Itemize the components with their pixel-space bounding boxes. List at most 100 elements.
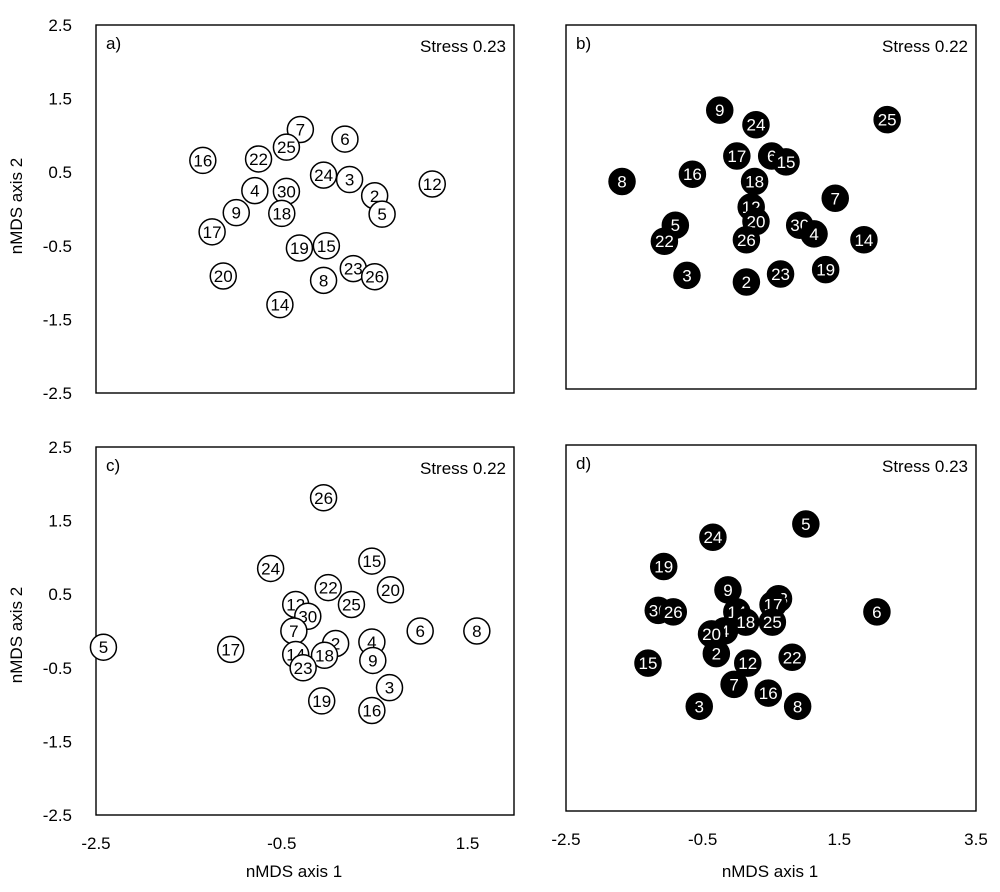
data-point-label: 15 xyxy=(317,237,336,256)
data-point xyxy=(792,510,820,538)
y-tick-label: 0.5 xyxy=(48,163,72,182)
data-point-label: 9 xyxy=(723,581,732,600)
y-tick-label: -1.5 xyxy=(43,310,72,329)
data-point xyxy=(307,687,336,715)
plot-frame xyxy=(95,24,515,394)
data-point-label: 8 xyxy=(319,271,328,290)
data-point xyxy=(800,220,828,248)
plot-frame xyxy=(95,446,515,816)
data-point-label: 9 xyxy=(232,204,241,223)
data-point-label: 16 xyxy=(193,151,212,170)
data-point-label: 7 xyxy=(729,675,738,694)
data-point-label: 5 xyxy=(671,216,680,235)
y-axis-label-bottom: nMDS axis 2 xyxy=(7,587,26,683)
data-point-label: 14 xyxy=(854,231,873,250)
stress-value: Stress 0.22 xyxy=(420,459,506,478)
y-tick-label: -0.5 xyxy=(43,237,72,256)
data-point xyxy=(742,110,770,139)
data-point-label: 26 xyxy=(664,603,683,622)
data-point-label: 4 xyxy=(250,182,259,201)
data-point xyxy=(368,200,396,228)
data-point xyxy=(358,547,386,575)
data-point-label: 2 xyxy=(370,187,379,206)
data-point-label: 15 xyxy=(777,153,796,172)
data-point xyxy=(222,198,251,227)
data-point-label: 25 xyxy=(878,111,897,130)
x-tick-label: -0.5 xyxy=(688,830,717,849)
y-tick-label: 2.5 xyxy=(48,438,72,457)
y-tick-label: -0.5 xyxy=(43,659,72,678)
data-point xyxy=(360,262,389,291)
panel-label: b) xyxy=(576,34,591,53)
data-point-label: 6 xyxy=(415,622,424,641)
panel-label: a) xyxy=(106,34,121,53)
data-point-label: 25 xyxy=(342,596,361,615)
data-point-label: 18 xyxy=(272,204,291,223)
data-point-label: 15 xyxy=(362,552,381,571)
data-point-label: 24 xyxy=(747,116,766,135)
data-point-label: 17 xyxy=(727,147,746,166)
data-point-label: 16 xyxy=(683,165,702,184)
data-point-label: 6 xyxy=(872,603,881,622)
data-point-label: 3 xyxy=(345,171,354,190)
data-point xyxy=(732,268,761,296)
y-tick-label: -1.5 xyxy=(43,732,72,751)
data-point xyxy=(314,573,342,602)
data-point-label: 22 xyxy=(655,232,674,251)
data-point-label: 16 xyxy=(759,684,778,703)
data-point xyxy=(289,654,317,682)
data-point-label: 23 xyxy=(344,260,363,279)
data-point-label: 25 xyxy=(277,138,296,157)
data-point xyxy=(189,146,217,175)
data-point-label: 9 xyxy=(715,101,724,120)
data-point-label: 4 xyxy=(367,633,376,652)
x-axis-label-left: nMDS axis 1 xyxy=(246,862,342,881)
data-point xyxy=(309,266,338,295)
data-point xyxy=(418,170,447,198)
data-point xyxy=(685,692,713,721)
data-point-label: 12 xyxy=(423,175,442,194)
data-point-label: 4 xyxy=(809,225,818,244)
data-point xyxy=(720,670,748,699)
y-axis-label-top: nMDS axis 2 xyxy=(7,158,26,254)
data-point-label: 14 xyxy=(270,296,289,315)
y-tick-label: 1.5 xyxy=(48,512,72,531)
data-point xyxy=(89,633,118,661)
stress-value: Stress 0.22 xyxy=(882,37,968,56)
data-point-label: 6 xyxy=(340,130,349,149)
panel-label: c) xyxy=(106,456,120,475)
panel-d: d)Stress 0.23-2.5-0.51.53.55241992317302… xyxy=(551,444,988,849)
data-point xyxy=(272,133,301,161)
data-point xyxy=(312,232,341,260)
data-point-label: 8 xyxy=(472,622,481,641)
x-tick-label: -2.5 xyxy=(81,834,110,853)
data-point-label: 18 xyxy=(736,613,755,632)
data-point-label: 2 xyxy=(331,635,340,654)
data-point xyxy=(863,598,891,626)
data-point xyxy=(358,696,386,725)
data-point xyxy=(216,635,245,664)
data-point-label: 3 xyxy=(695,697,704,716)
data-point xyxy=(778,643,806,672)
y-tick-label: -2.5 xyxy=(43,384,72,403)
data-point xyxy=(678,160,707,188)
data-point-label: 26 xyxy=(314,489,333,508)
x-axis-label-right: nMDS axis 1 xyxy=(722,862,818,881)
data-point-label: 19 xyxy=(290,239,309,258)
data-point-label: 24 xyxy=(261,559,280,578)
data-point-label: 5 xyxy=(377,205,386,224)
data-point-label: 16 xyxy=(362,701,381,720)
data-point-label: 7 xyxy=(289,622,298,641)
data-point-label: 22 xyxy=(783,648,802,667)
data-point-label: 19 xyxy=(654,558,673,577)
data-point-label: 23 xyxy=(294,659,313,678)
data-point-label: 18 xyxy=(745,173,764,192)
data-point xyxy=(723,142,751,170)
stress-value: Stress 0.23 xyxy=(420,37,506,56)
data-point xyxy=(758,608,787,636)
data-point xyxy=(198,218,226,246)
data-point xyxy=(821,184,849,213)
data-point-label: 26 xyxy=(365,268,384,287)
